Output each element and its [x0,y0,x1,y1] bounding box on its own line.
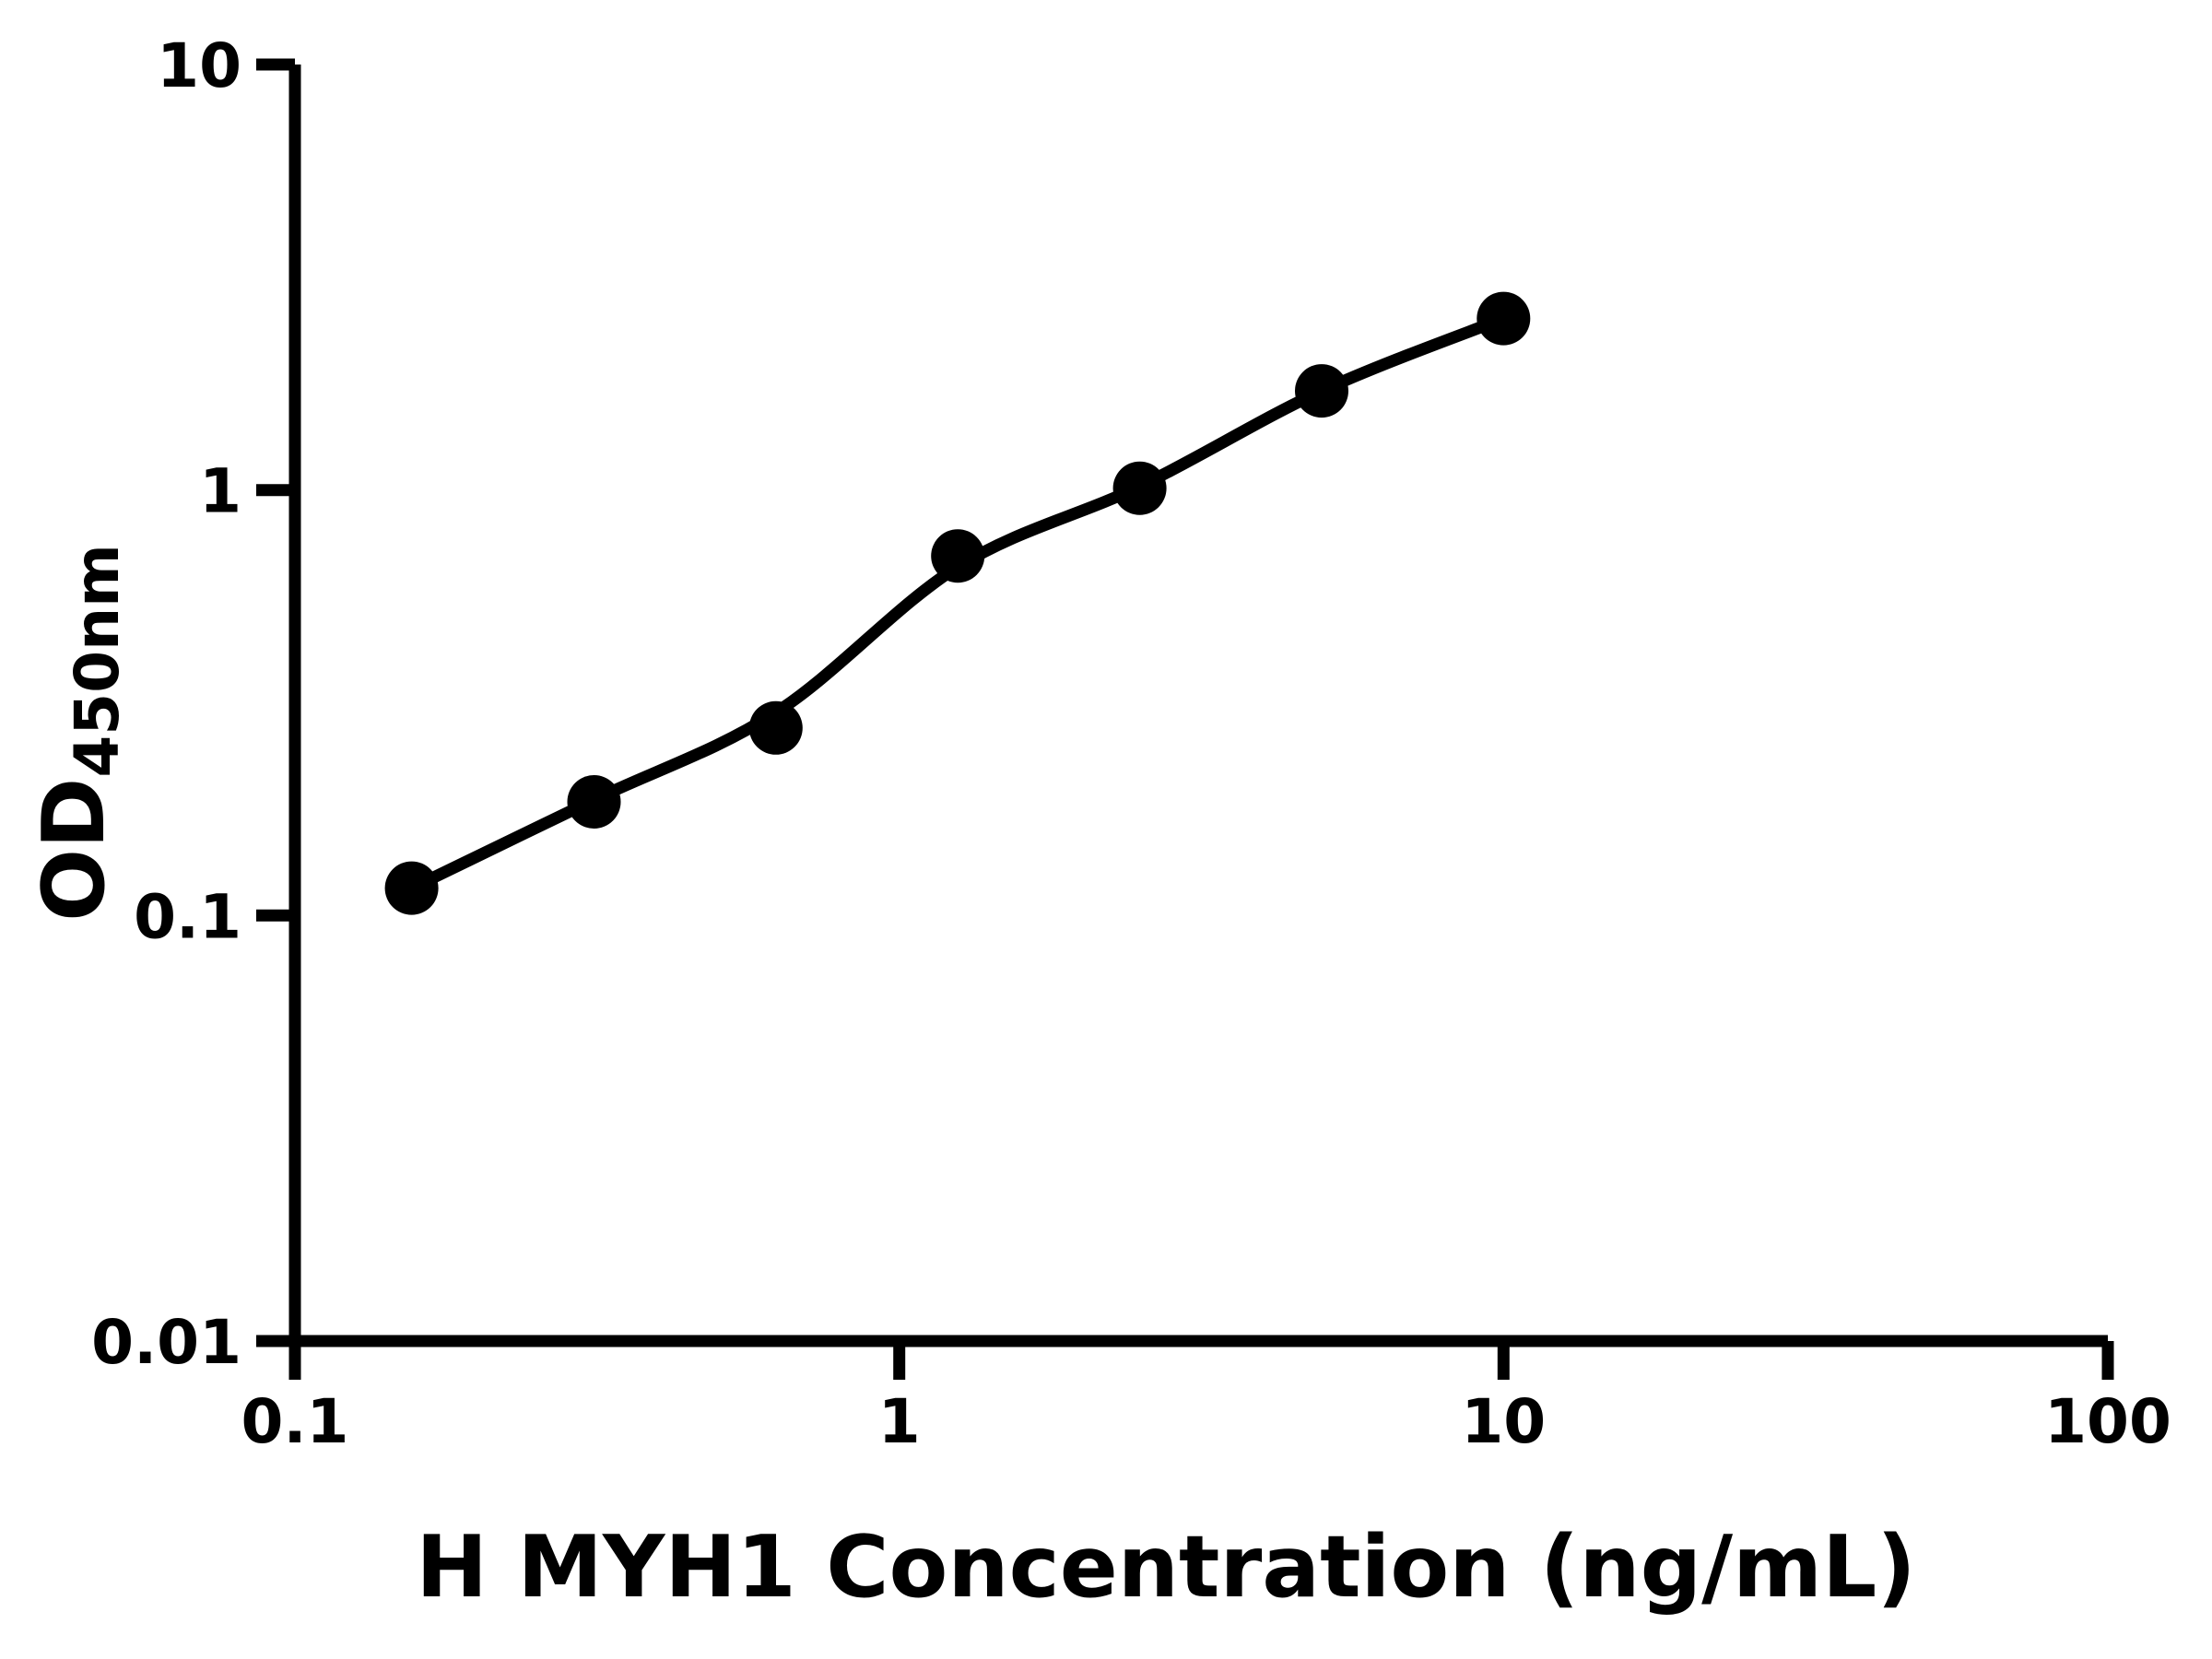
y-tick-label: 0.1 [134,881,241,952]
y-axis-title-subscript: 450nm [62,544,133,778]
y-tick-label: 10 [157,30,241,101]
x-tick-label: 1 [878,1386,921,1457]
x-tick-label: 0.1 [241,1386,349,1457]
ticks-layer [256,58,2114,1380]
x-tick-label: 100 [2044,1386,2171,1457]
data-point-marker [1295,364,1348,418]
y-axis-title-main: OD [24,778,124,922]
data-point-marker [1477,291,1531,346]
x-tick-label: 10 [1461,1386,1546,1457]
data-point-marker [567,775,621,829]
y-tick-label: 1 [199,456,241,527]
plot-area [384,291,1531,915]
y-tick-label: 0.01 [91,1307,241,1378]
data-point-marker [748,700,803,755]
data-point-marker [384,861,439,915]
data-point-marker [931,529,985,583]
x-axis-title: H MYH1 Concentration (ng/mL) [416,1517,1916,1617]
axes-layer [288,65,2108,1347]
data-point-marker [1112,461,1167,515]
y-axis-title: OD450nm [24,544,133,922]
